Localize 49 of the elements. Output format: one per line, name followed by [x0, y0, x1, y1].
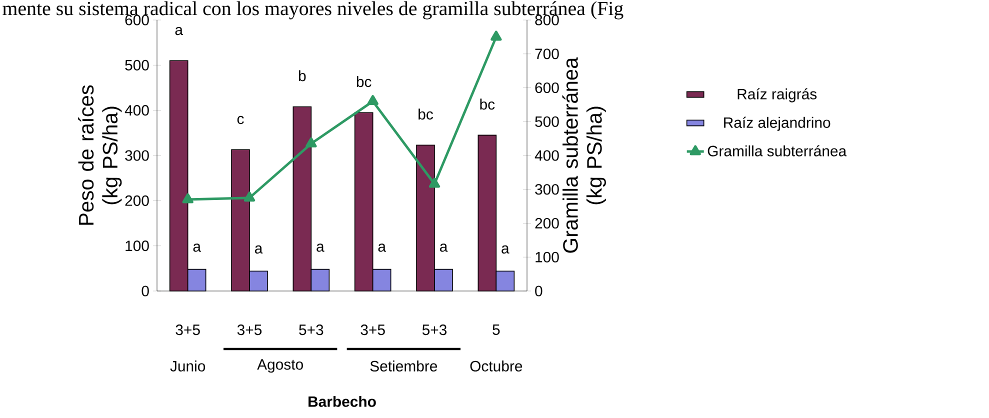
point [428, 178, 440, 188]
x-tick-label: 3+5 [360, 324, 385, 336]
y2-axis-title: Gramilla subterránea (kg PS/ha) [562, 57, 606, 253]
legend-label: Raíz alejandrino [724, 116, 830, 131]
data-label: a [502, 245, 510, 254]
text: Setiembre [370, 360, 438, 372]
data-label: a [193, 244, 201, 252]
y-tick-label: 0 [142, 286, 149, 296]
y2-tick-label: 600 [535, 82, 559, 94]
data-label: c [237, 116, 244, 124]
y2-tick-label: 0 [535, 286, 542, 296]
y-tick-label: 500 [125, 60, 149, 70]
y-tick-label: 200 [125, 195, 149, 206]
x-tick-label: 5 [492, 324, 500, 335]
y2-tick-label: 500 [535, 116, 559, 127]
text: Agosto [257, 359, 303, 373]
y-tick-label: 400 [124, 105, 149, 116]
point [182, 193, 194, 204]
x-tick-label: 5+3 [299, 324, 324, 336]
x-tick-label: 5+3 [422, 324, 447, 336]
legend-label: Gramilla subterránea [708, 145, 847, 156]
x-tick-label: 3+5 [237, 324, 262, 336]
x-tick-label: 3+5 [176, 324, 200, 336]
y2-tick-label: 800 [535, 14, 559, 26]
y-axis-title: Peso de raíces (kg PS/ha) [78, 85, 122, 225]
point [306, 137, 317, 148]
y2-tick-label: 200 [535, 218, 559, 229]
data-label: a [378, 244, 386, 252]
y-tick-label: 100 [126, 240, 149, 252]
data-label: bc [356, 76, 372, 88]
data-label: bc [418, 108, 433, 120]
data-label: a [440, 244, 448, 252]
y2-tick-label: 700 [535, 48, 559, 60]
y2-tick-label: 400 [534, 150, 559, 161]
data-label: b [298, 70, 306, 82]
legend-label: Raíz raigrás [738, 88, 817, 102]
text: Octubre [470, 360, 522, 372]
x-axis-title: Barbecho [308, 396, 376, 407]
data-label: a [316, 244, 324, 252]
data-label: a [254, 245, 263, 254]
y-tick-label: 300 [125, 150, 149, 161]
point [244, 192, 256, 202]
y2-tick-label: 300 [535, 184, 559, 195]
data-label: bc [480, 98, 495, 110]
y2-tick-label: 100 [536, 252, 559, 262]
data-label: a [175, 26, 183, 36]
point [367, 95, 378, 106]
point [490, 30, 502, 41]
text: Junio [170, 360, 206, 372]
